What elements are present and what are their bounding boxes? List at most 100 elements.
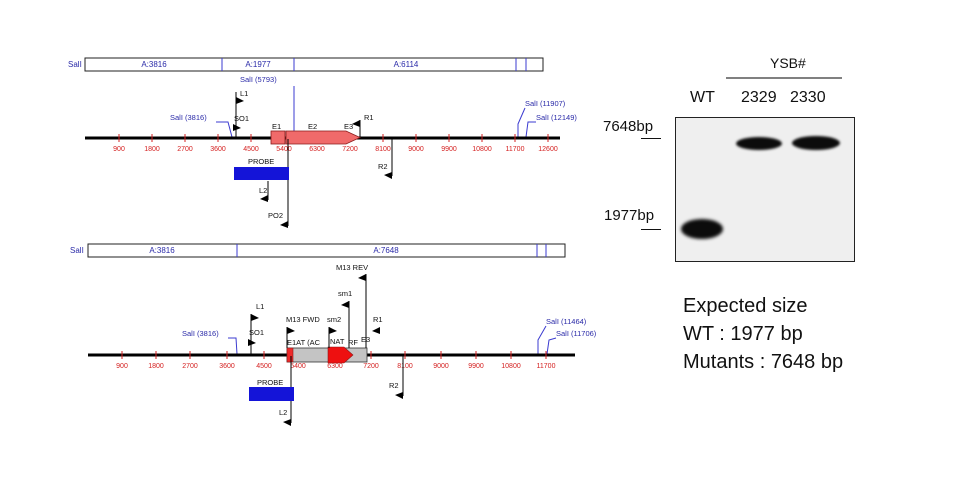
marker-7648-tick <box>641 138 661 139</box>
svg-text:sm2: sm2 <box>327 315 341 324</box>
svg-text:4500: 4500 <box>243 146 259 153</box>
mutant-primers: M13 REV sm1 L1 M13 FWD sm2 <box>248 263 404 426</box>
mut-e1at-label: E1AT (AC <box>287 338 321 347</box>
svg-text:PROBE: PROBE <box>257 378 283 387</box>
marker-1977-tick <box>641 229 661 230</box>
svg-text:2700: 2700 <box>182 363 198 370</box>
svg-text:R1: R1 <box>364 113 374 122</box>
svg-text:R2: R2 <box>378 162 388 171</box>
band-2330-7648 <box>792 136 840 150</box>
wt-scale-labels: 900 1800 2700 3600 4500 5400 6300 7200 8… <box>113 146 558 153</box>
mut-frag-a3816: A:3816 <box>149 246 175 255</box>
svg-text:R2: R2 <box>389 381 399 390</box>
band-2329-7648 <box>736 137 782 150</box>
mut-primer-sm2: sm2 <box>327 315 341 348</box>
svg-text:9000: 9000 <box>433 363 449 370</box>
mut-site-11464: SalI (11464) <box>546 317 587 326</box>
svg-text:sm1: sm1 <box>338 289 352 298</box>
mut-frag-a7648: A:7648 <box>373 246 399 255</box>
expected-size-legend: Expected size WT : 1977 bp Mutants : 764… <box>683 292 843 376</box>
mutant-sites: SalI (3816) SalI (11464) SalI (11706) <box>182 317 597 355</box>
wt-site-11907: SalI (11907) <box>525 99 566 108</box>
wt-e3-label: E3 <box>344 122 353 131</box>
wt-e2-label: E2 <box>308 122 317 131</box>
svg-text:PO2: PO2 <box>268 211 283 220</box>
wt-site-3816: SalI (3816) <box>170 113 207 122</box>
mut-primer-r1: R1 <box>372 315 383 334</box>
svg-text:2700: 2700 <box>177 146 193 153</box>
svg-text:R1: R1 <box>373 315 383 324</box>
svg-text:9000: 9000 <box>408 146 424 153</box>
svg-text:SO1: SO1 <box>249 328 264 337</box>
mut-primer-so1: SO1 <box>248 328 264 346</box>
gel-image <box>675 117 855 262</box>
svg-text:7200: 7200 <box>363 363 379 370</box>
lane-label-wt: WT <box>690 89 715 106</box>
svg-text:M13 FWD: M13 FWD <box>286 315 320 324</box>
svg-text:900: 900 <box>116 363 128 370</box>
marker-7648: 7648bp <box>603 118 654 135</box>
mut-primer-m13fwd: M13 FWD <box>286 315 320 348</box>
svg-text:12600: 12600 <box>538 146 558 153</box>
svg-text:9900: 9900 <box>441 146 457 153</box>
lane-label-2330: 2330 <box>790 89 826 106</box>
wt-primer-po2: PO2 <box>268 139 289 228</box>
svg-text:10800: 10800 <box>472 146 492 153</box>
svg-text:8100: 8100 <box>397 363 413 370</box>
svg-text:PROBE: PROBE <box>248 157 274 166</box>
svg-text:L1: L1 <box>240 89 248 98</box>
svg-text:3600: 3600 <box>210 146 226 153</box>
svg-text:L1: L1 <box>256 302 264 311</box>
mut-site-11706: SalI (11706) <box>556 329 597 338</box>
svg-text:6300: 6300 <box>309 146 325 153</box>
wt-primer-l2: L2 <box>259 181 269 202</box>
mut-frag-sali: SalI <box>70 246 84 255</box>
svg-text:10800: 10800 <box>501 363 521 370</box>
lane-label-2329: 2329 <box>741 89 777 106</box>
wt-map: SalI A:3816 A:1977 A:6114 SalI (5793) Sa… <box>68 57 577 228</box>
wt-frag-a1977: A:1977 <box>245 60 271 69</box>
mut-nat-label: NAT <box>330 337 345 346</box>
svg-text:L2: L2 <box>279 408 287 417</box>
wt-primer-r2: R2 <box>378 139 393 179</box>
svg-text:4500: 4500 <box>256 363 272 370</box>
wt-sites: SalI (5793) SalI (3816) SalI (11907) Sal… <box>170 75 577 138</box>
mut-rf-label: RF <box>348 338 358 347</box>
marker-1977: 1977bp <box>604 207 655 224</box>
svg-text:8100: 8100 <box>375 146 391 153</box>
svg-text:5400: 5400 <box>290 363 306 370</box>
mutant-scale-labels: 900 1800 2700 3600 4500 5400 6300 7200 8… <box>116 363 555 370</box>
svg-text:M13 REV: M13 REV <box>336 263 368 272</box>
svg-text:900: 900 <box>113 146 125 153</box>
mut-primer-m13rev: M13 REV <box>336 263 368 348</box>
svg-text:11700: 11700 <box>537 363 556 370</box>
expected-wt: WT : 1977 bp <box>683 323 803 345</box>
mutant-fragment-bar: SalI A:3816 A:7648 <box>70 243 566 258</box>
mutant-probe: PROBE <box>249 378 294 401</box>
wt-site-12149: SalI (12149) <box>536 113 577 122</box>
wt-fragment-bar: SalI A:3816 A:1977 A:6114 <box>68 57 544 72</box>
svg-text:SO1: SO1 <box>234 114 249 123</box>
mut-primer-l1: L1 <box>250 302 264 354</box>
expected-mutants: Mutants : 7648 bp <box>683 351 844 373</box>
wt-exon-block: E1 E2 E3 <box>270 122 361 145</box>
expected-title: Expected size <box>683 295 808 317</box>
mut-site-3816: SalI (3816) <box>182 329 219 338</box>
wt-primer-so1: SO1 <box>233 114 249 131</box>
svg-text:L2: L2 <box>259 186 267 195</box>
wt-primer-r1: R1 <box>352 113 374 137</box>
svg-text:3600: 3600 <box>219 363 235 370</box>
wt-frag-a3816: A:3816 <box>141 60 167 69</box>
svg-text:5400: 5400 <box>276 146 292 153</box>
wt-primer-l1: L1 <box>235 89 248 137</box>
band-wt-1977 <box>681 219 723 239</box>
mutant-map: SalI A:3816 A:7648 SalI (3816) SalI (114… <box>70 243 597 426</box>
wt-frag-sali: SalI <box>68 60 82 69</box>
mut-primer-r2: R2 <box>389 356 404 399</box>
svg-text:9900: 9900 <box>468 363 484 370</box>
svg-text:1800: 1800 <box>144 146 160 153</box>
mut-primer-sm1: sm1 <box>338 289 352 348</box>
svg-text:6300: 6300 <box>327 363 343 370</box>
wt-probe: PROBE <box>234 157 289 180</box>
